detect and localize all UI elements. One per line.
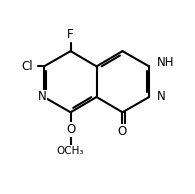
Text: O: O — [66, 123, 75, 136]
Text: Cl: Cl — [22, 60, 33, 73]
Text: N: N — [157, 90, 166, 104]
Text: O: O — [118, 125, 127, 138]
Text: NH: NH — [157, 56, 174, 69]
Text: OCH₃: OCH₃ — [57, 146, 84, 156]
Text: F: F — [67, 28, 74, 41]
Text: N: N — [38, 90, 46, 104]
